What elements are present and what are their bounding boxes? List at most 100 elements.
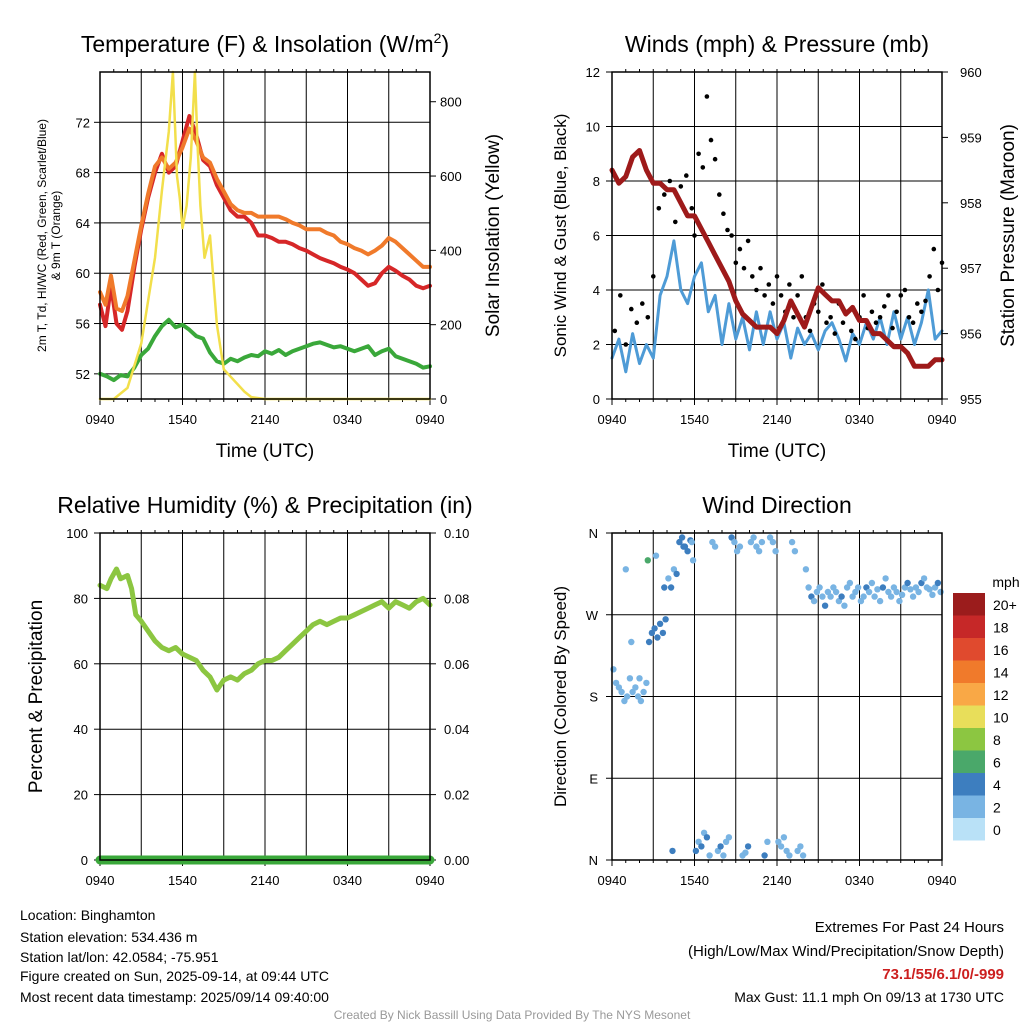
legend-label: 8 <box>993 732 1001 748</box>
gust-point <box>770 301 776 306</box>
y-tick-label: N <box>589 853 598 868</box>
gust-point <box>729 233 734 238</box>
legend-label: 0 <box>993 822 1001 838</box>
y-axis-label: Direction (Colored By Speed) <box>551 586 570 807</box>
y-right-tick-label: 955 <box>960 392 982 407</box>
panel-title: Winds (mph) & Pressure (mb) <box>625 31 929 57</box>
direction-point <box>887 593 895 600</box>
gust-point <box>828 315 833 320</box>
direction-point <box>742 849 749 856</box>
y-right-axis-label: Solar Insolation (Yellow) <box>483 134 504 337</box>
direction-point <box>744 843 752 850</box>
gust-point <box>931 246 937 252</box>
y-right-tick-label: 400 <box>440 243 462 258</box>
series-wind <box>610 239 944 374</box>
x-tick-label: 1540 <box>680 412 709 427</box>
direction-point <box>871 593 878 600</box>
direction-point <box>652 552 660 559</box>
gust-point <box>824 320 829 326</box>
direction-point <box>656 620 664 627</box>
direction-point <box>717 843 724 850</box>
y-right-tick-label: 0.00 <box>444 853 469 868</box>
gust-point <box>816 309 821 315</box>
direction-point <box>636 675 643 682</box>
direction-point <box>692 847 700 855</box>
x-tick-label: 1540 <box>168 412 197 427</box>
legend-label: 2 <box>993 800 1001 816</box>
legend-label: 18 <box>993 620 1009 636</box>
y-right-axis-label: Station Pressure (Maroon) <box>998 124 1019 347</box>
panel-title: Wind Direction <box>702 492 852 518</box>
gust-point <box>762 293 767 298</box>
gust-point <box>902 287 908 293</box>
x-tick-label: 1540 <box>168 873 197 888</box>
direction-point <box>678 534 686 541</box>
legend-swatch <box>953 795 985 818</box>
direction-point <box>934 579 942 587</box>
gust-point <box>935 287 941 293</box>
gust-point <box>807 328 813 334</box>
direction-point <box>689 557 697 564</box>
y-tick-label: 0 <box>81 853 88 868</box>
y-tick-label: 40 <box>74 722 88 737</box>
legend-title: mph <box>992 574 1019 590</box>
gust-point <box>869 309 875 315</box>
y-tick-label: 12 <box>586 65 600 80</box>
direction-point <box>644 557 651 564</box>
y-tick-label: S <box>589 690 598 705</box>
gust-point <box>745 238 751 244</box>
legend-swatch <box>953 683 985 706</box>
x-tick-label: 0940 <box>416 873 445 888</box>
direction-point <box>846 579 854 587</box>
y-tick-label: E <box>589 771 598 786</box>
y-tick-label: N <box>589 526 598 541</box>
direction-point <box>816 584 823 591</box>
gust-point <box>750 274 755 279</box>
gust-point <box>873 320 879 326</box>
gust-point <box>651 274 656 279</box>
gust-point <box>684 173 689 178</box>
gust-point <box>737 246 743 252</box>
elevation-text: Station elevation: 534.436 m <box>20 929 198 945</box>
gust-point <box>704 94 710 99</box>
legend-swatch <box>953 593 985 616</box>
location-text: Location: Binghamton <box>20 907 156 923</box>
direction-point <box>802 566 810 573</box>
panel-title: Temperature (F) & Insolation (W/m2) <box>81 30 449 57</box>
gust-point <box>791 315 796 320</box>
direction-point <box>838 593 845 600</box>
direction-point <box>805 584 812 591</box>
direction-point <box>849 593 856 600</box>
y-tick-label: 2 <box>593 338 600 353</box>
legend-label: 20+ <box>993 597 1017 613</box>
y-right-tick-label: 0.10 <box>444 526 469 541</box>
max-gust-text: Max Gust: 11.1 mph On 09/13 at 1730 UTC <box>734 989 1004 1005</box>
direction-point <box>750 534 757 541</box>
direction-point <box>926 586 933 593</box>
gust-point <box>662 192 667 197</box>
x-tick-label: 0940 <box>598 873 627 888</box>
y-tick-label: 60 <box>74 657 88 672</box>
direction-point <box>819 593 826 600</box>
legend-label: 6 <box>993 755 1001 771</box>
direction-point <box>680 543 687 550</box>
direction-point <box>688 538 695 546</box>
gust-point <box>923 298 928 304</box>
gust-point <box>832 331 838 336</box>
gust-point <box>708 137 714 143</box>
direction-point <box>907 586 914 593</box>
credit-text: Created By Nick Bassill Using Data Provi… <box>333 1008 691 1022</box>
y-axis-label: Sonic Wind & Gust (Blue, Black) <box>551 114 570 358</box>
direction-point <box>733 548 741 555</box>
gust-point <box>645 315 651 320</box>
x-tick-label: 1540 <box>680 873 709 888</box>
y-right-tick-label: 958 <box>960 196 982 211</box>
direction-point <box>777 843 785 850</box>
gust-point <box>906 315 912 320</box>
direction-point <box>788 538 796 546</box>
direction-point <box>882 575 889 582</box>
direction-point <box>673 570 680 578</box>
direction-point <box>626 675 634 682</box>
